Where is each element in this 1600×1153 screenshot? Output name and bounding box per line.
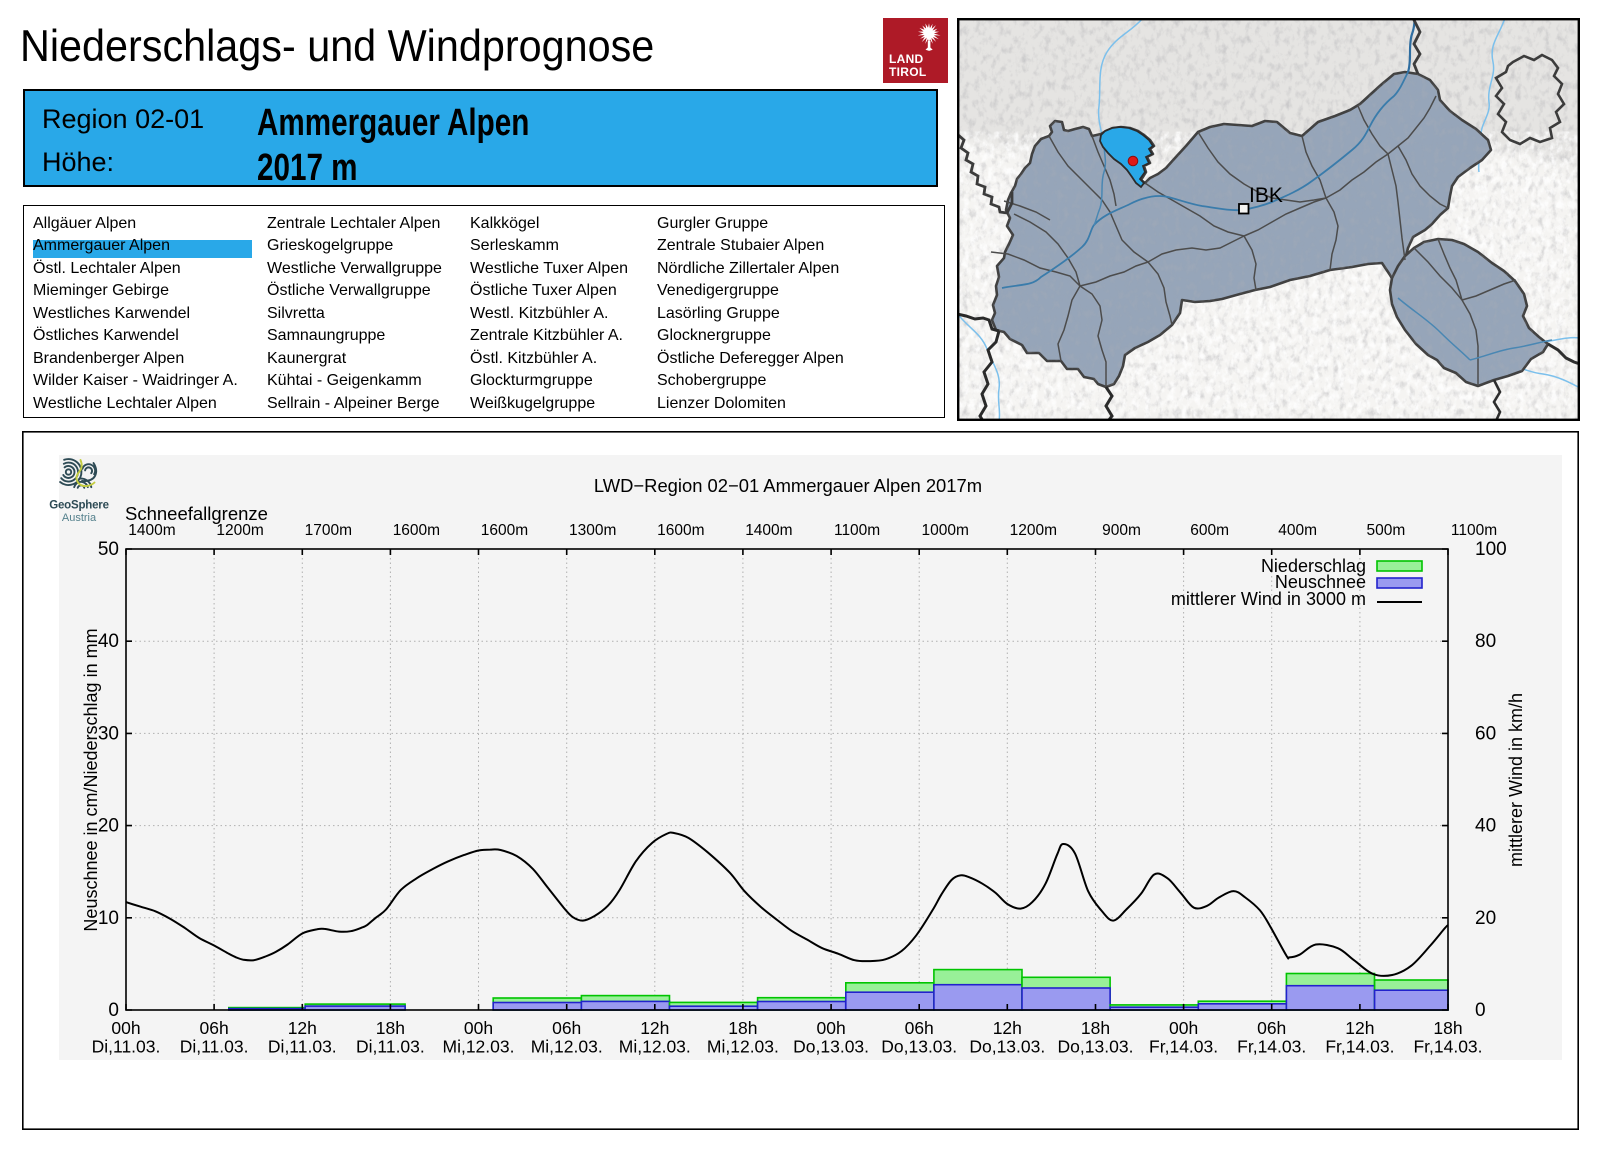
svg-text:LWD−Region 02−01 Ammergauer Al: LWD−Region 02−01 Ammergauer Alpen 2017m <box>594 475 982 496</box>
svg-text:1600m: 1600m <box>481 522 528 539</box>
svg-text:1600m: 1600m <box>657 522 704 539</box>
svg-text:Neuschnee in cm/Niederschlag i: Neuschnee in cm/Niederschlag in mm <box>81 628 101 931</box>
svg-text:20: 20 <box>98 816 119 837</box>
svg-text:20: 20 <box>1475 908 1496 929</box>
svg-text:60: 60 <box>1475 723 1496 744</box>
svg-text:LAND: LAND <box>889 52 924 66</box>
svg-text:1100m: 1100m <box>1451 522 1497 539</box>
svg-text:Do,13.03.: Do,13.03. <box>881 1037 957 1057</box>
svg-text:mittlerer Wind in 3000 m: mittlerer Wind in 3000 m <box>1171 589 1366 609</box>
svg-text:Fr,14.03.: Fr,14.03. <box>1413 1037 1482 1057</box>
svg-text:Mi,12.03.: Mi,12.03. <box>443 1037 515 1057</box>
svg-text:Di,11.03.: Di,11.03. <box>356 1037 425 1057</box>
svg-text:50: 50 <box>98 539 119 560</box>
svg-text:10: 10 <box>98 908 119 929</box>
svg-text:900m: 900m <box>1102 522 1141 539</box>
svg-text:1400m: 1400m <box>745 522 792 539</box>
svg-text:1200m: 1200m <box>216 522 263 539</box>
svg-text:Fr,14.03.: Fr,14.03. <box>1325 1037 1394 1057</box>
svg-text:12h: 12h <box>993 1018 1022 1038</box>
svg-text:1000m: 1000m <box>921 522 968 539</box>
svg-text:18h: 18h <box>728 1018 757 1038</box>
svg-text:Mi,12.03.: Mi,12.03. <box>619 1037 691 1057</box>
svg-text:00h: 00h <box>111 1018 140 1038</box>
svg-text:06h: 06h <box>905 1018 934 1038</box>
svg-text:80: 80 <box>1475 631 1496 652</box>
svg-text:18h: 18h <box>376 1018 405 1038</box>
svg-text:40: 40 <box>98 631 119 652</box>
svg-text:Di,11.03.: Di,11.03. <box>180 1037 249 1057</box>
svg-text:Do,13.03.: Do,13.03. <box>793 1037 869 1057</box>
svg-text:18h: 18h <box>1081 1018 1110 1038</box>
svg-text:12h: 12h <box>288 1018 317 1038</box>
svg-text:Schneefallgrenze: Schneefallgrenze <box>125 503 268 524</box>
svg-text:IBK: IBK <box>1249 184 1283 207</box>
svg-text:12h: 12h <box>640 1018 669 1038</box>
svg-text:400m: 400m <box>1278 522 1317 539</box>
svg-text:GeoSphere: GeoSphere <box>49 500 109 512</box>
svg-text:500m: 500m <box>1367 522 1406 539</box>
svg-text:06h: 06h <box>199 1018 228 1038</box>
svg-text:Do,13.03.: Do,13.03. <box>1058 1037 1134 1057</box>
svg-text:Niederschlag: Niederschlag <box>1261 556 1366 576</box>
svg-text:00h: 00h <box>816 1018 845 1038</box>
svg-text:Di,11.03.: Di,11.03. <box>268 1037 337 1057</box>
svg-text:Fr,14.03.: Fr,14.03. <box>1237 1037 1306 1057</box>
svg-text:Mi,12.03.: Mi,12.03. <box>531 1037 603 1057</box>
svg-text:18h: 18h <box>1433 1018 1462 1038</box>
svg-text:30: 30 <box>98 723 119 744</box>
svg-text:1200m: 1200m <box>1010 522 1057 539</box>
svg-text:600m: 600m <box>1190 522 1229 539</box>
svg-text:06h: 06h <box>1257 1018 1286 1038</box>
svg-text:Neuschnee: Neuschnee <box>1275 572 1366 592</box>
svg-text:00h: 00h <box>464 1018 493 1038</box>
svg-text:1600m: 1600m <box>393 522 440 539</box>
svg-text:1100m: 1100m <box>834 522 880 539</box>
svg-text:00h: 00h <box>1169 1018 1198 1038</box>
svg-text:1700m: 1700m <box>305 522 352 539</box>
svg-text:Austria: Austria <box>62 512 97 524</box>
svg-text:TIROL: TIROL <box>889 65 927 79</box>
svg-text:0: 0 <box>108 1000 119 1021</box>
svg-text:Fr,14.03.: Fr,14.03. <box>1149 1037 1218 1057</box>
svg-text:Do,13.03.: Do,13.03. <box>969 1037 1045 1057</box>
svg-text:1400m: 1400m <box>128 522 175 539</box>
svg-text:0: 0 <box>1475 1000 1486 1021</box>
svg-text:40: 40 <box>1475 816 1496 837</box>
svg-text:12h: 12h <box>1345 1018 1374 1038</box>
svg-text:1300m: 1300m <box>569 522 616 539</box>
svg-text:mittlerer Wind in km/h: mittlerer Wind in km/h <box>1506 693 1526 867</box>
svg-text:100: 100 <box>1475 539 1507 560</box>
svg-text:Di,11.03.: Di,11.03. <box>92 1037 161 1057</box>
svg-text:Mi,12.03.: Mi,12.03. <box>707 1037 779 1057</box>
svg-text:06h: 06h <box>552 1018 581 1038</box>
